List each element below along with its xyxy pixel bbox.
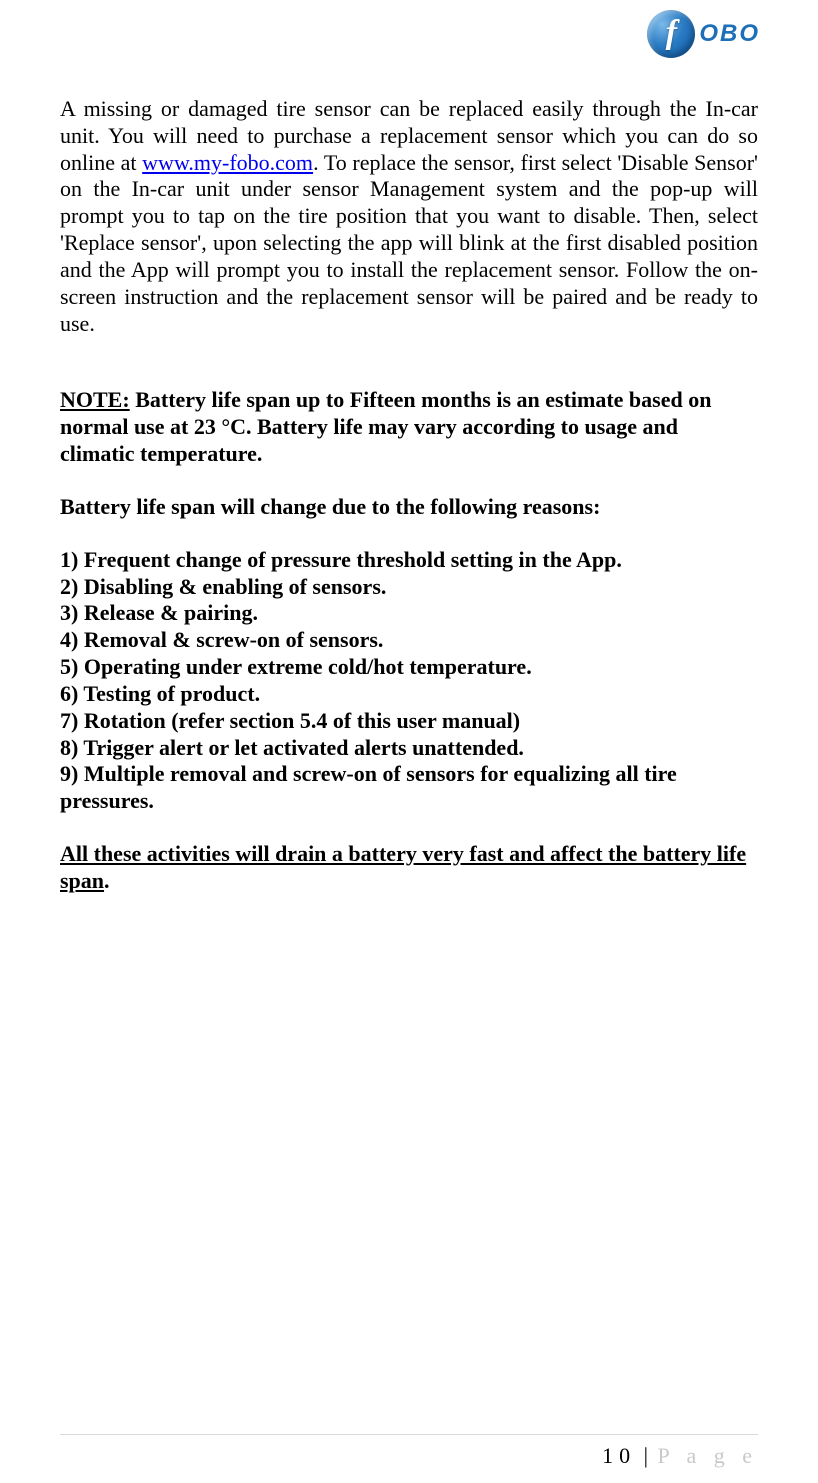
logo-badge-icon: f	[647, 10, 695, 58]
list-item: 8) Trigger alert or let activated alerts…	[60, 735, 758, 762]
footer-divider	[60, 1434, 758, 1435]
list-item: 5) Operating under extreme cold/hot temp…	[60, 654, 758, 681]
list-item: 2) Disabling & enabling of sensors.	[60, 574, 758, 601]
footer-word: P a g e	[658, 1443, 758, 1468]
list-item: 6) Testing of product.	[60, 681, 758, 708]
closing-tail: .	[104, 868, 110, 893]
logo-word: OBO	[699, 20, 760, 48]
intro-paragraph: A missing or damaged tire sensor can be …	[60, 96, 758, 337]
list-item: 3) Release & pairing.	[60, 600, 758, 627]
fobo-link[interactable]: www.my-fobo.com	[142, 150, 313, 175]
page-number: 10	[602, 1443, 636, 1468]
closing-paragraph: All these activities will drain a batter…	[60, 841, 758, 895]
list-item: 9) Multiple removal and screw-on of sens…	[60, 761, 758, 815]
intro-text-2: . To replace the sensor, first select 'D…	[60, 150, 758, 336]
note-text: Battery life span up to Fifteen months i…	[60, 387, 711, 466]
note-paragraph: NOTE: Battery life span up to Fifteen mo…	[60, 387, 758, 467]
list-item: 4) Removal & screw-on of sensors.	[60, 627, 758, 654]
brand-logo: f OBO	[647, 10, 760, 58]
page-content: A missing or damaged tire sensor can be …	[60, 96, 758, 895]
closing-underlined: All these activities will drain a batter…	[60, 841, 746, 893]
footer-separator: |	[636, 1443, 657, 1468]
reasons-list: 1) Frequent change of pressure threshold…	[60, 547, 758, 815]
note-label: NOTE:	[60, 387, 130, 412]
logo-badge-letter: f	[666, 14, 677, 52]
list-item: 1) Frequent change of pressure threshold…	[60, 547, 758, 574]
reasons-intro: Battery life span will change due to the…	[60, 494, 758, 521]
note-block: NOTE: Battery life span up to Fifteen mo…	[60, 387, 758, 894]
list-item: 7) Rotation (refer section 5.4 of this u…	[60, 708, 758, 735]
page-footer: 10 | P a g e	[602, 1443, 758, 1469]
